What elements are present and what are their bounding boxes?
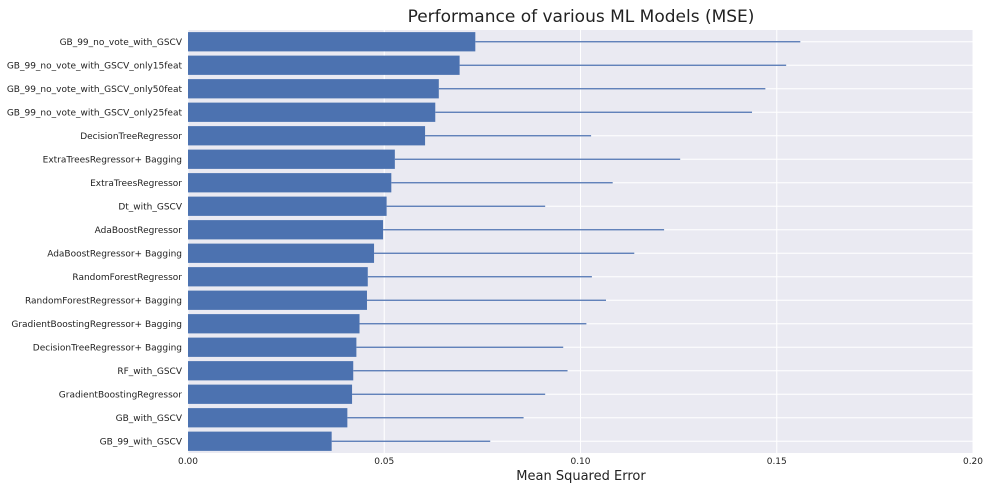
category-label: RandomForestRegressor [72, 273, 182, 283]
bar [188, 431, 332, 451]
bars [188, 32, 476, 451]
category-label: GB_99_with_GSCV [100, 437, 183, 447]
bar [188, 267, 368, 287]
category-label: ExtraTreesRegressor [90, 179, 182, 189]
bar [188, 55, 460, 75]
error-bars [331, 41, 801, 442]
bar [188, 79, 439, 99]
category-label: RF_with_GSCV [117, 367, 182, 377]
bar [188, 243, 375, 263]
bar [188, 408, 348, 428]
x-axis-label: Mean Squared Error [516, 469, 646, 484]
bar [188, 196, 387, 216]
bar [188, 126, 426, 146]
x-tick-label: 0.00 [178, 457, 198, 467]
category-label: GradientBoostingRegressor [59, 390, 183, 400]
chart-title: Performance of various ML Models (MSE) [408, 7, 755, 27]
category-label: DecisionTreeRegressor [80, 132, 182, 142]
category-label: GB_99_no_vote_with_GSCV [60, 38, 183, 48]
category-label: AdaBoostRegressor+ Bagging [47, 249, 182, 259]
category-label: GB_with_GSCV [116, 414, 183, 424]
category-label: GB_99_no_vote_with_GSCV_only15feat [7, 61, 183, 71]
bar [188, 32, 476, 52]
category-label: DecisionTreeRegressor+ Bagging [33, 343, 182, 353]
category-labels: GB_99_no_vote_with_GSCV GB_99_no_vote_wit… [7, 38, 183, 448]
bar [188, 149, 395, 169]
category-label: GB_99_no_vote_with_GSCV_only25feat [7, 108, 183, 118]
x-tick-label: 0.10 [570, 457, 590, 467]
bar [188, 337, 357, 357]
bar [188, 220, 384, 240]
bar [188, 314, 360, 334]
x-tick-label: 0.20 [963, 457, 983, 467]
bar [188, 102, 436, 122]
category-label: Dt_with_GSCV [118, 202, 183, 212]
bar [188, 173, 392, 193]
x-tick-label: 0.05 [374, 457, 394, 467]
x-tick-labels: 0.00 0.05 0.10 0.15 0.20 [178, 457, 983, 467]
bar [188, 384, 353, 404]
category-label: ExtraTreesRegressor+ Bagging [43, 155, 182, 165]
bar [188, 290, 367, 310]
bar [188, 361, 354, 381]
category-label: GB_99_no_vote_with_GSCV_only50feat [7, 85, 183, 95]
category-label: AdaBoostRegressor [95, 226, 183, 236]
category-label: GradientBoostingRegressor+ Bagging [11, 320, 182, 330]
x-tick-label: 0.15 [767, 457, 787, 467]
category-label: RandomForestRegressor+ Bagging [25, 296, 182, 306]
